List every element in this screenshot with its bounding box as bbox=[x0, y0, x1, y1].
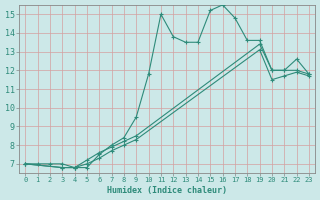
X-axis label: Humidex (Indice chaleur): Humidex (Indice chaleur) bbox=[107, 186, 227, 195]
